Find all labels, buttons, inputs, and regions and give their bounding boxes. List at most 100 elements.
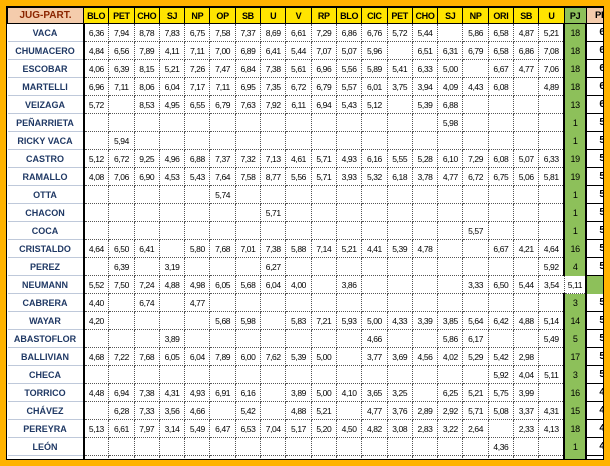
score-cell[interactable] xyxy=(260,185,287,204)
matches-played-cell[interactable]: 19 xyxy=(563,149,588,168)
score-cell[interactable] xyxy=(209,221,236,240)
score-cell[interactable] xyxy=(361,257,388,276)
score-cell[interactable]: 4,88 xyxy=(285,401,312,420)
matches-played-cell[interactable]: 6 xyxy=(563,455,588,459)
score-cell[interactable] xyxy=(235,437,262,456)
score-cell[interactable]: 3,39 xyxy=(412,311,439,330)
score-cell[interactable]: 4,48 xyxy=(83,383,110,402)
score-cell[interactable] xyxy=(437,275,464,294)
score-cell[interactable]: 7,13 xyxy=(260,149,287,168)
score-cell[interactable]: 4,04 xyxy=(513,365,540,384)
score-cell[interactable]: 3,78 xyxy=(412,167,439,186)
score-cell[interactable]: 4,40 xyxy=(83,293,110,312)
score-cell[interactable]: 5,94 xyxy=(108,131,135,150)
score-cell[interactable] xyxy=(412,221,439,240)
score-cell[interactable]: 6,58 xyxy=(488,41,515,60)
score-cell[interactable] xyxy=(134,329,160,348)
player-name-cell[interactable]: CHECA xyxy=(7,365,85,384)
average-cell[interactable]: 5,57 xyxy=(586,239,603,258)
score-cell[interactable] xyxy=(488,185,515,204)
score-cell[interactable]: 6,61 xyxy=(108,419,135,438)
average-cell[interactable]: 4,51 xyxy=(586,419,603,438)
score-cell[interactable] xyxy=(462,365,489,384)
score-cell[interactable] xyxy=(108,311,135,330)
score-cell[interactable]: 6,79 xyxy=(209,95,236,114)
score-cell[interactable] xyxy=(513,95,540,114)
score-cell[interactable]: 4,93 xyxy=(336,149,363,168)
score-cell[interactable]: 5,93 xyxy=(336,311,363,330)
player-name-cell[interactable]: COCA xyxy=(7,221,85,240)
score-cell[interactable]: 4,91 xyxy=(336,455,363,459)
score-cell[interactable] xyxy=(462,455,489,459)
average-cell[interactable]: 5,30 xyxy=(586,293,603,312)
average-cell[interactable]: 5,74 xyxy=(586,185,603,204)
score-cell[interactable] xyxy=(83,185,110,204)
score-cell[interactable]: 6,67 xyxy=(488,59,515,78)
score-cell[interactable] xyxy=(260,383,287,402)
score-cell[interactable] xyxy=(209,365,236,384)
score-cell[interactable] xyxy=(134,257,160,276)
score-cell[interactable] xyxy=(513,77,540,96)
score-cell[interactable]: 6,89 xyxy=(235,41,262,60)
score-cell[interactable]: 6,05 xyxy=(159,347,186,366)
score-cell[interactable] xyxy=(488,113,515,132)
player-name-cell[interactable]: PEREZ xyxy=(7,257,85,276)
score-cell[interactable]: 6,39 xyxy=(108,257,135,276)
score-cell[interactable] xyxy=(412,437,439,456)
score-cell[interactable]: 5,44 xyxy=(513,275,540,294)
player-name-cell[interactable]: VARGAS xyxy=(7,455,85,459)
score-cell[interactable] xyxy=(108,203,135,222)
score-cell[interactable]: 4,41 xyxy=(361,239,388,258)
score-cell[interactable]: 7,00 xyxy=(209,41,236,60)
score-cell[interactable] xyxy=(462,203,489,222)
score-cell[interactable] xyxy=(311,275,337,294)
score-cell[interactable] xyxy=(462,59,489,78)
score-cell[interactable] xyxy=(387,221,413,240)
score-cell[interactable] xyxy=(462,185,489,204)
average-cell[interactable]: 5,71 xyxy=(586,203,603,222)
score-cell[interactable] xyxy=(108,95,135,114)
matches-played-cell[interactable]: 13 xyxy=(563,95,588,114)
score-cell[interactable]: 4,95 xyxy=(159,95,186,114)
score-cell[interactable] xyxy=(159,455,186,459)
score-cell[interactable]: 5,17 xyxy=(285,419,312,438)
score-cell[interactable]: 5,32 xyxy=(361,167,388,186)
score-cell[interactable]: 4,89 xyxy=(538,77,565,96)
score-cell[interactable]: 5,57 xyxy=(462,221,489,240)
score-cell[interactable] xyxy=(462,113,489,132)
score-cell[interactable]: 5,83 xyxy=(285,311,312,330)
score-cell[interactable] xyxy=(336,347,363,366)
score-cell[interactable] xyxy=(538,185,565,204)
score-cell[interactable]: 5,74 xyxy=(209,185,236,204)
score-cell[interactable] xyxy=(361,221,388,240)
score-cell[interactable] xyxy=(83,365,110,384)
matches-played-cell[interactable]: 16 xyxy=(563,239,588,258)
score-cell[interactable] xyxy=(134,131,160,150)
score-cell[interactable]: 4,96 xyxy=(159,149,186,168)
score-cell[interactable]: 5,21 xyxy=(336,239,363,258)
score-cell[interactable]: 7,47 xyxy=(209,59,236,78)
score-cell[interactable]: 5,71 xyxy=(311,149,337,168)
player-name-cell[interactable]: CABRERA xyxy=(7,293,85,312)
score-cell[interactable]: 6,94 xyxy=(311,95,337,114)
score-cell[interactable]: 5,00 xyxy=(311,347,337,366)
score-cell[interactable] xyxy=(108,365,135,384)
score-cell[interactable]: 6,16 xyxy=(235,383,262,402)
score-cell[interactable] xyxy=(412,257,439,276)
score-cell[interactable]: 7,68 xyxy=(134,347,160,366)
score-cell[interactable]: 2,83 xyxy=(412,419,439,438)
score-cell[interactable]: 4,77 xyxy=(184,293,211,312)
score-cell[interactable] xyxy=(513,131,540,150)
score-cell[interactable] xyxy=(311,203,337,222)
score-cell[interactable]: 4,61 xyxy=(285,149,312,168)
score-cell[interactable]: 7,32 xyxy=(235,149,262,168)
score-cell[interactable] xyxy=(260,311,287,330)
score-cell[interactable] xyxy=(412,383,439,402)
score-cell[interactable] xyxy=(209,401,236,420)
score-cell[interactable] xyxy=(209,257,236,276)
score-cell[interactable] xyxy=(462,293,489,312)
score-cell[interactable]: 5,57 xyxy=(336,77,363,96)
score-cell[interactable]: 6,00 xyxy=(235,347,262,366)
score-cell[interactable] xyxy=(361,185,388,204)
score-cell[interactable]: 5,71 xyxy=(260,203,287,222)
